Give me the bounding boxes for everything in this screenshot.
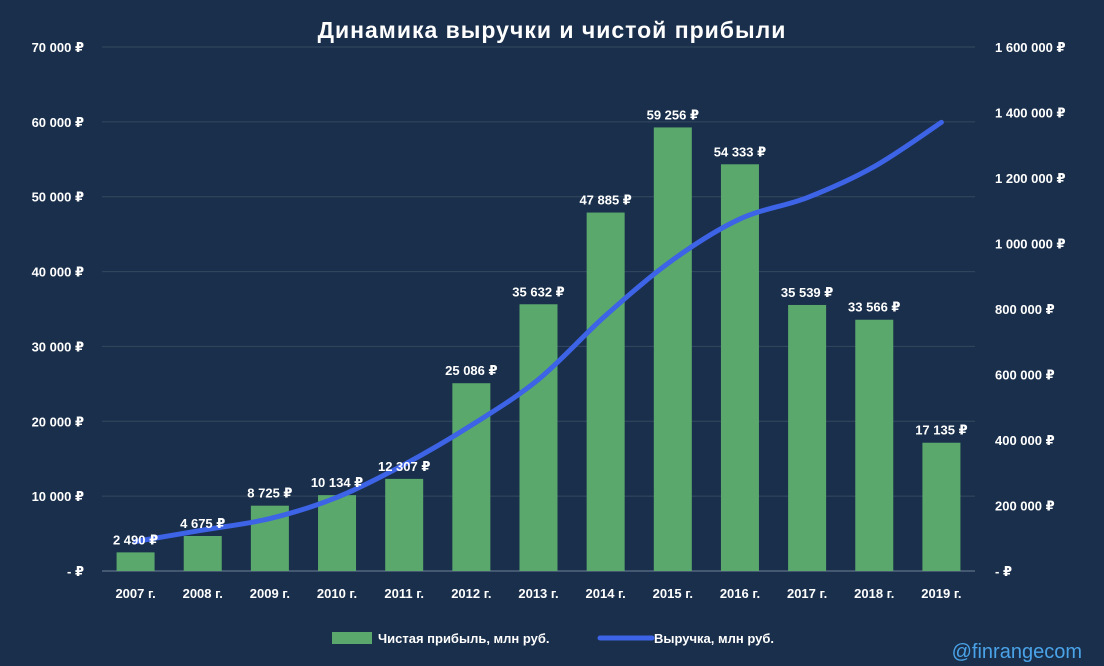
right-axis: - ₽ 200 000 ₽ 400 000 ₽ 600 000 ₽ 800 000 ₽ 1…: [995, 40, 1066, 579]
revenue-line: [133, 119, 944, 545]
bar-data-label: 35 539 ₽: [781, 285, 833, 300]
right-tick-label: 800 000 ₽: [995, 302, 1055, 317]
right-tick-label: 1 600 000 ₽: [995, 40, 1066, 55]
x-tick-label: 2017 г.: [787, 586, 827, 601]
right-tick-label: 1 000 000 ₽: [995, 237, 1066, 252]
profit-bars: [116, 127, 961, 571]
x-tick-label: 2019 г.: [921, 586, 961, 601]
watermark: @finrangecom: [952, 641, 1082, 663]
bar-data-label: 10 134 ₽: [311, 475, 363, 490]
profit-bar: [116, 552, 155, 571]
profit-bar: [452, 383, 491, 571]
legend-profit-swatch: [332, 632, 372, 644]
left-tick-label: 20 000 ₽: [32, 414, 84, 429]
bar-data-label: 33 566 ₽: [848, 300, 900, 315]
profit-bar: [183, 536, 222, 571]
x-tick-label: 2012 г.: [451, 586, 491, 601]
x-tick-label: 2008 г.: [183, 586, 223, 601]
right-tick-label: 1 200 000 ₽: [995, 171, 1066, 186]
x-tick-label: 2018 г.: [854, 586, 894, 601]
right-tick-label: 400 000 ₽: [995, 433, 1055, 448]
left-tick-label: 50 000 ₽: [32, 190, 84, 205]
bar-data-label: 17 135 ₽: [915, 423, 967, 438]
right-tick-label: 200 000 ₽: [995, 499, 1055, 514]
legend: Чистая прибыль, млн руб. Выручка, млн ру…: [332, 631, 774, 646]
x-tick-label: 2011 г.: [384, 586, 424, 601]
left-axis: - ₽ 10 000 ₽ 20 000 ₽ 30 000 ₽ 40 000 ₽ 50 00…: [32, 40, 84, 579]
bar-data-label: 35 632 ₽: [512, 284, 564, 299]
chart-title: Динамика выручки и чистой прибыли: [318, 17, 787, 43]
left-tick-label: 60 000 ₽: [32, 115, 84, 130]
bar-data-label: 8 725 ₽: [247, 486, 292, 501]
x-tick-label: 2013 г.: [518, 586, 558, 601]
left-tick-label: 10 000 ₽: [32, 489, 84, 504]
profit-bar: [653, 127, 692, 571]
bar-data-label: 54 333 ₽: [714, 144, 766, 159]
profit-bar: [318, 495, 357, 571]
bar-data-label: 47 885 ₽: [579, 193, 631, 208]
left-tick-label: - ₽: [67, 564, 84, 579]
left-tick-label: 30 000 ₽: [32, 339, 84, 354]
bar-data-label: 59 256 ₽: [647, 107, 699, 122]
profit-bar: [922, 442, 961, 571]
profit-bar: [788, 304, 827, 571]
x-axis-labels: 2007 г. 2008 г. 2009 г. 2010 г. 2011 г. 2012 …: [115, 586, 961, 601]
data-labels: 2 490 ₽ 4 675 ₽ 8 725 ₽ 10 134 ₽ 12 307 ₽ 25 …: [113, 107, 968, 547]
bar-data-label: 4 675 ₽: [180, 516, 225, 531]
bar-data-label: 25 086 ₽: [445, 363, 497, 378]
right-tick-label: 1 400 000 ₽: [995, 106, 1066, 121]
legend-profit-label: Чистая прибыль, млн руб.: [378, 631, 550, 646]
bar-data-label: 2 490 ₽: [113, 532, 158, 547]
profit-bar: [519, 304, 558, 571]
profit-bar: [385, 478, 424, 571]
x-tick-label: 2010 г.: [317, 586, 357, 601]
bar-data-label: 12 307 ₽: [378, 459, 430, 474]
right-tick-label: - ₽: [995, 564, 1012, 579]
x-tick-label: 2015 г.: [653, 586, 693, 601]
legend-revenue-label: Выручка, млн руб.: [654, 631, 774, 646]
profit-bar: [855, 319, 894, 571]
x-tick-label: 2014 г.: [586, 586, 626, 601]
x-tick-label: 2009 г.: [250, 586, 290, 601]
profit-bar: [720, 164, 759, 571]
x-tick-label: 2007 г.: [115, 586, 155, 601]
x-tick-label: 2016 г.: [720, 586, 760, 601]
left-tick-label: 40 000 ₽: [32, 265, 84, 280]
profit-bar: [586, 212, 625, 571]
left-tick-label: 70 000 ₽: [32, 40, 84, 55]
revenue-line-group: [133, 119, 944, 545]
right-tick-label: 600 000 ₽: [995, 368, 1055, 383]
